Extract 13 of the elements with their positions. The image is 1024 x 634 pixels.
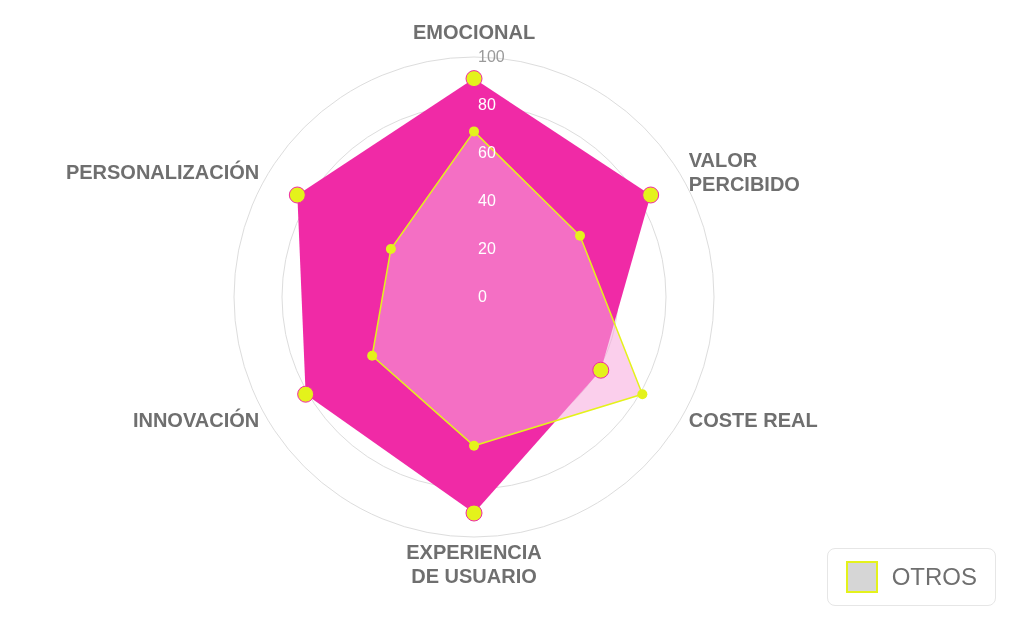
y-tick-label: 40	[478, 192, 496, 209]
spoke-label: COSTE REAL	[688, 409, 818, 431]
y-tick-label: 80	[478, 96, 496, 113]
spoke-label: EMOCIONAL	[412, 21, 536, 43]
y-tick-label: 100	[478, 48, 505, 65]
y-tick-label: 60	[478, 144, 496, 161]
spoke-label: EXPERIENCIA DE USUARIO	[406, 541, 542, 587]
spoke-label: INNOVACIÓN	[132, 408, 260, 431]
spoke-label: PERSONALIZACIÓN	[65, 160, 260, 183]
text: OTROS	[891, 563, 977, 591]
spoke-label: VALOR PERCIBIDO	[688, 149, 800, 195]
y-tick-label: 20	[478, 240, 496, 257]
y-tick-label: 0	[478, 288, 487, 305]
